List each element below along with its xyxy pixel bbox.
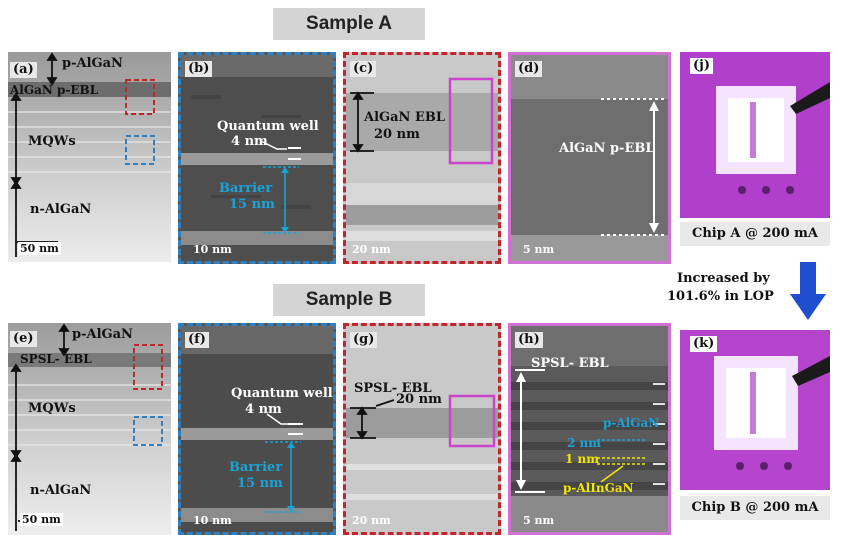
panel-a-tem-overview: (a) p-AlGaN AlGaN p-EBL MQWs n-AlGaN 50 … [8, 52, 171, 262]
panel-b-barrier-size: 15 nm [229, 197, 275, 212]
panel-a-mqws-label: MQWs [28, 134, 76, 149]
chip-a-caption: Chip A @ 200 mA [680, 222, 830, 246]
panel-a-image [8, 52, 171, 262]
chip-b-caption: Chip B @ 200 mA [680, 496, 830, 520]
panel-g-letter: (g) [350, 332, 378, 348]
panel-a-scale: 50 nm [18, 242, 61, 255]
panel-b-qw-size: 4 nm [231, 134, 268, 149]
panel-g-ebl-size: 20 nm [396, 392, 442, 407]
panel-k-letter: (k) [690, 336, 718, 352]
panel-h-2nm-label: 2 nm [567, 436, 601, 450]
panel-f-barrier-size: 15 nm [237, 476, 283, 491]
panel-e-tem-overview: (e) p-AlGaN SPSL- EBL MQWs n-AlGaN 50 nm [8, 323, 171, 535]
panel-a-letter: (a) [10, 62, 37, 78]
panel-k-image [680, 330, 830, 490]
panel-a-p-algan-label: p-AlGaN [62, 56, 123, 71]
panel-k-chip-photo: (k) [680, 330, 830, 490]
panel-f-letter: (f) [185, 332, 209, 348]
sample-a-title: Sample A [273, 8, 425, 40]
panel-f-qw-size: 4 nm [245, 402, 282, 417]
increase-note-line1: Increased by [677, 271, 770, 286]
panel-e-ebl-label: SPSL- EBL [20, 352, 92, 366]
panel-f-quantum-well: (f) Quantum well 4 nm Barrier 15 nm 10 n… [178, 323, 336, 535]
panel-h-image [511, 326, 668, 532]
panel-c-ebl-size: 20 nm [374, 127, 420, 142]
panel-e-letter: (e) [10, 331, 37, 347]
panel-d-ebl-zoom: (d) AlGaN p-EBL 5 nm [508, 52, 671, 264]
panel-j-image [680, 52, 830, 218]
panel-e-p-algan-label: p-AlGaN [72, 327, 133, 342]
panel-e-image [8, 323, 171, 535]
panel-f-barrier-label: Barrier [229, 460, 283, 475]
panel-j-chip-photo: (j) [680, 52, 830, 218]
panel-d-letter: (d) [515, 61, 543, 77]
panel-a-ebl-label: AlGaN p-EBL [10, 83, 99, 97]
panel-d-scale: 5 nm [523, 243, 555, 256]
panel-b-quantum-well: (b) Quantum well 4 nm Barrier 15 nm 10 n… [178, 52, 336, 264]
panel-f-qw-label: Quantum well [231, 386, 333, 401]
panel-b-barrier-label: Barrier [219, 181, 273, 196]
panel-b-qw-label: Quantum well [217, 119, 319, 134]
panel-h-scale: 5 nm [523, 514, 555, 527]
panel-h-p-alingan-label: p-AlInGaN [563, 481, 634, 495]
panel-g-ebl: (g) SPSL- EBL 20 nm 20 nm [343, 323, 501, 535]
panel-g-ebl-label: SPSL- EBL [354, 381, 432, 396]
panel-d-ebl-label: AlGaN p-EBL [559, 141, 655, 156]
panel-b-scale: 10 nm [193, 243, 232, 256]
panel-h-letter: (h) [515, 332, 543, 348]
panel-c-scale: 20 nm [352, 243, 391, 256]
panel-h-1nm-label: 1 nm [565, 452, 599, 466]
increase-arrow-icon [790, 262, 826, 320]
panel-c-ebl: (c) AlGaN EBL 20 nm 20 nm [343, 52, 501, 264]
panel-j-letter: (j) [690, 58, 714, 74]
panel-f-scale: 10 nm [193, 514, 232, 527]
panel-e-scale: 50 nm [20, 513, 63, 526]
sample-b-title: Sample B [273, 284, 425, 316]
panel-f-image [181, 326, 333, 532]
panel-g-scale: 20 nm [352, 514, 391, 527]
panel-a-n-algan-label: n-AlGaN [30, 202, 92, 217]
panel-d-image [511, 55, 668, 261]
panel-c-letter: (c) [350, 61, 377, 77]
panel-g-image [346, 326, 498, 532]
panel-e-mqws-label: MQWs [28, 401, 76, 416]
panel-e-n-algan-label: n-AlGaN [30, 483, 92, 498]
panel-b-letter: (b) [185, 61, 213, 77]
panel-h-spsl-zoom: (h) SPSL- EBL p-AlGaN 2 nm 1 nm p-AlInGa… [508, 323, 671, 535]
panel-c-ebl-label: AlGaN EBL [364, 110, 445, 125]
panel-c-image [346, 55, 498, 261]
panel-b-image [181, 55, 333, 261]
increase-note-line2: 101.6% in LOP [667, 289, 774, 304]
panel-h-ebl-label: SPSL- EBL [531, 356, 609, 371]
panel-h-p-algan-label: p-AlGaN [603, 416, 660, 430]
